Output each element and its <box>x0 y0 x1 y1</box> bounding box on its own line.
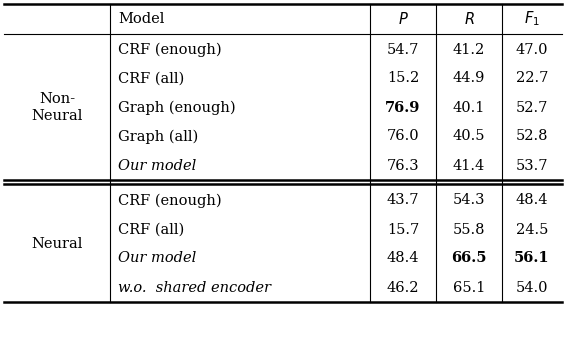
Text: 76.0: 76.0 <box>387 129 419 143</box>
Text: 53.7: 53.7 <box>516 158 548 173</box>
Text: 54.0: 54.0 <box>516 280 548 294</box>
Text: 40.5: 40.5 <box>453 129 485 143</box>
Text: Graph (all): Graph (all) <box>118 129 198 144</box>
Text: Our model: Our model <box>118 158 196 173</box>
Text: 22.7: 22.7 <box>516 71 548 86</box>
Text: Model: Model <box>118 12 164 26</box>
Text: $P$: $P$ <box>397 11 409 27</box>
Text: 66.5: 66.5 <box>451 252 487 266</box>
Text: 52.7: 52.7 <box>516 101 548 114</box>
Text: 47.0: 47.0 <box>516 42 548 56</box>
Text: CRF (enough): CRF (enough) <box>118 42 222 57</box>
Text: CRF (enough): CRF (enough) <box>118 193 222 208</box>
Text: 43.7: 43.7 <box>387 193 419 207</box>
Text: Graph (enough): Graph (enough) <box>118 100 235 115</box>
Text: 76.3: 76.3 <box>387 158 419 173</box>
Text: 40.1: 40.1 <box>453 101 485 114</box>
Text: Our model: Our model <box>118 252 196 266</box>
Text: 48.4: 48.4 <box>516 193 548 207</box>
Text: CRF (all): CRF (all) <box>118 222 185 237</box>
Text: 56.1: 56.1 <box>514 252 550 266</box>
Text: 15.7: 15.7 <box>387 222 419 237</box>
Text: 52.8: 52.8 <box>516 129 548 143</box>
Text: 15.2: 15.2 <box>387 71 419 86</box>
Text: 46.2: 46.2 <box>387 280 419 294</box>
Text: 54.7: 54.7 <box>387 42 419 56</box>
Text: 65.1: 65.1 <box>453 280 485 294</box>
Text: 41.2: 41.2 <box>453 42 485 56</box>
Text: Neural: Neural <box>31 237 83 251</box>
Text: 24.5: 24.5 <box>516 222 548 237</box>
Text: 44.9: 44.9 <box>453 71 485 86</box>
Text: 48.4: 48.4 <box>387 252 419 266</box>
Text: Non-
Neural: Non- Neural <box>31 93 83 122</box>
Text: CRF (all): CRF (all) <box>118 71 185 86</box>
Text: $F_1$: $F_1$ <box>524 10 540 28</box>
Text: 55.8: 55.8 <box>453 222 485 237</box>
Text: 41.4: 41.4 <box>453 158 485 173</box>
Text: w.o.  shared encoder: w.o. shared encoder <box>118 280 271 294</box>
Text: 76.9: 76.9 <box>385 101 421 114</box>
Text: $R$: $R$ <box>464 11 474 27</box>
Text: 54.3: 54.3 <box>453 193 485 207</box>
